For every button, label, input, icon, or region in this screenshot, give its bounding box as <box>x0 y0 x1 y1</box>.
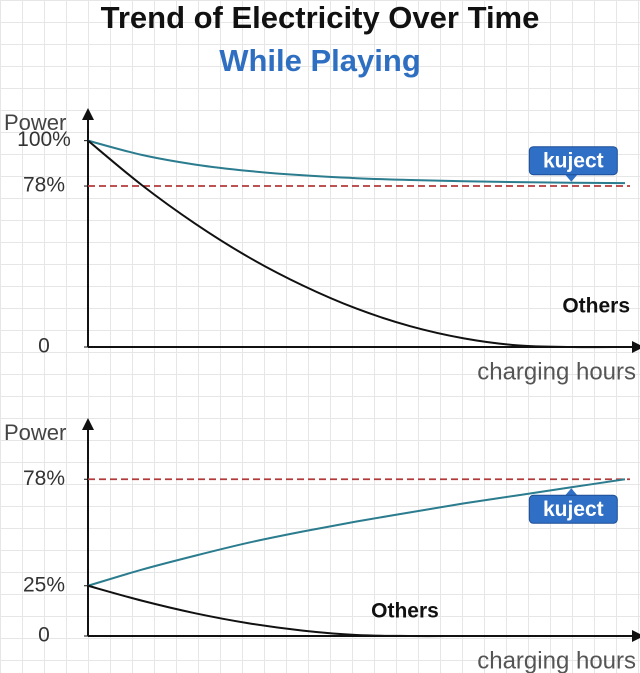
y-tick-label: 0 <box>38 335 50 358</box>
y-axis-label: Power <box>4 110 66 135</box>
callout-box <box>528 146 618 176</box>
series-line <box>87 139 626 349</box>
y-tick-label: 100% <box>17 128 71 151</box>
series-line <box>87 584 625 638</box>
legend-label: Others <box>562 295 630 318</box>
subtitle: While Playing <box>219 43 421 78</box>
title: Trend of Electricity Over Time <box>101 0 540 35</box>
series-line <box>87 478 626 587</box>
y-axis-label: Power <box>4 420 66 445</box>
y-tick-label: 78% <box>23 467 65 490</box>
y-tick-label: 0 <box>38 624 50 647</box>
y-tick-label: 78% <box>23 174 65 197</box>
x-axis-label: charging hours <box>477 647 636 673</box>
callout-box <box>528 494 618 524</box>
series-line <box>87 139 626 185</box>
legend-label: kuject <box>543 498 604 521</box>
callout-pointer <box>565 488 578 496</box>
x-axis-label: charging hours <box>477 358 636 385</box>
callout-pointer <box>565 174 578 182</box>
y-tick-label: 25% <box>23 573 65 596</box>
legend-label: kuject <box>543 149 604 172</box>
legend-label: Others <box>371 600 439 623</box>
